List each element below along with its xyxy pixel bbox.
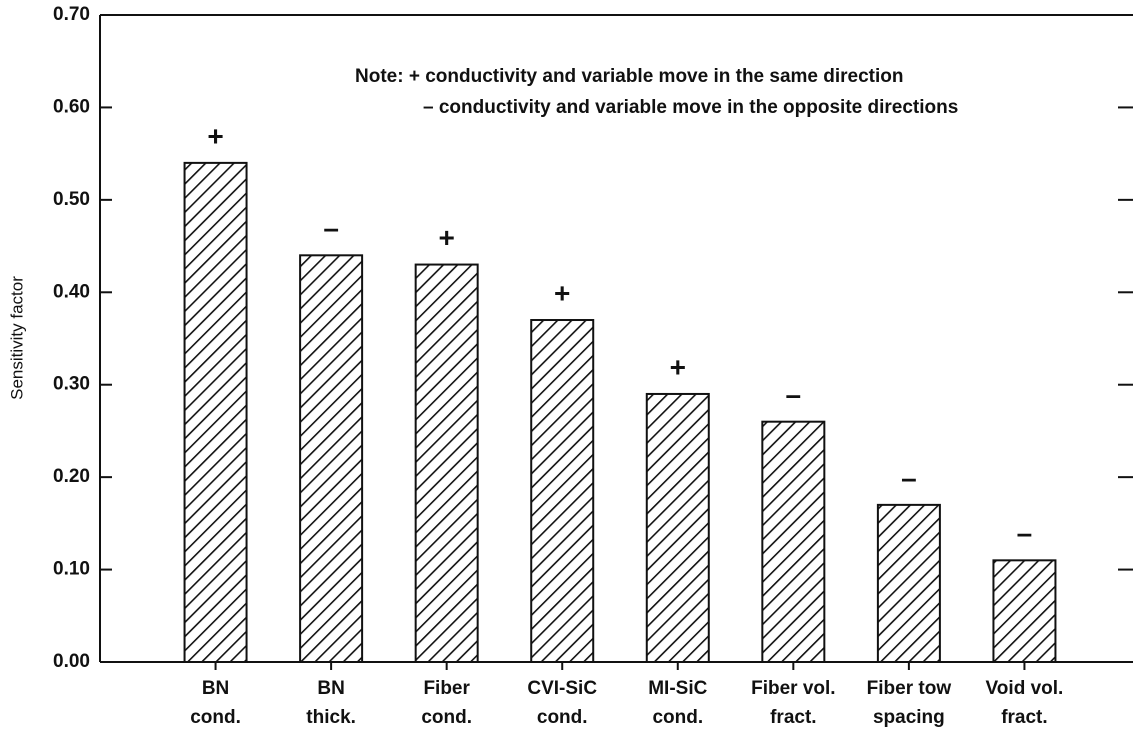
- y-axis-label: Sensitivity factor: [7, 276, 26, 400]
- bar: [992, 559, 1057, 663]
- x-tick-label: Void vol.: [986, 678, 1064, 699]
- sign-label: +: [438, 222, 454, 253]
- x-tick-label: cond.: [190, 707, 241, 728]
- x-tick-label: Fiber tow: [867, 678, 952, 699]
- y-tick-label: 0.70: [53, 4, 90, 25]
- note-line: – conductivity and variable move in the …: [423, 97, 958, 118]
- x-tick-label: thick.: [306, 707, 356, 728]
- sign-label: +: [554, 277, 570, 308]
- x-tick-label: MI-SiC: [648, 678, 707, 699]
- x-tick-label: BN: [202, 678, 229, 699]
- bar: [876, 503, 941, 663]
- x-tick-label: CVI-SiC: [527, 678, 597, 699]
- y-tick-label: 0.30: [53, 374, 90, 395]
- x-tick-label: fract.: [1001, 707, 1047, 728]
- bar: [645, 392, 710, 663]
- note-line: Note: + conductivity and variable move i…: [355, 66, 904, 87]
- sign-label: –: [901, 462, 917, 493]
- y-tick-label: 0.40: [53, 281, 90, 302]
- y-tick-label: 0.50: [53, 189, 90, 210]
- sign-label: –: [1017, 518, 1033, 549]
- y-tick-label: 0.60: [53, 96, 90, 117]
- y-tick-label: 0.00: [53, 651, 90, 672]
- x-tick-label: fract.: [770, 707, 816, 728]
- bar: [414, 263, 479, 663]
- x-tick-label: spacing: [873, 707, 945, 728]
- sign-label: –: [786, 379, 802, 410]
- sign-label: –: [323, 213, 339, 244]
- bar: [299, 254, 364, 663]
- sign-label: +: [670, 351, 686, 382]
- y-tick-label: 0.20: [53, 466, 90, 487]
- x-tick-label: cond.: [537, 707, 588, 728]
- sign-label: +: [207, 120, 223, 151]
- x-tick-label: BN: [317, 678, 344, 699]
- bar: [183, 161, 248, 663]
- x-tick-label: cond.: [652, 707, 703, 728]
- bar: [761, 420, 826, 663]
- bar: [530, 319, 595, 663]
- x-tick-label: Fiber: [423, 678, 470, 699]
- x-tick-label: Fiber vol.: [751, 678, 835, 699]
- x-tick-label: cond.: [421, 707, 472, 728]
- y-tick-label: 0.10: [53, 559, 90, 580]
